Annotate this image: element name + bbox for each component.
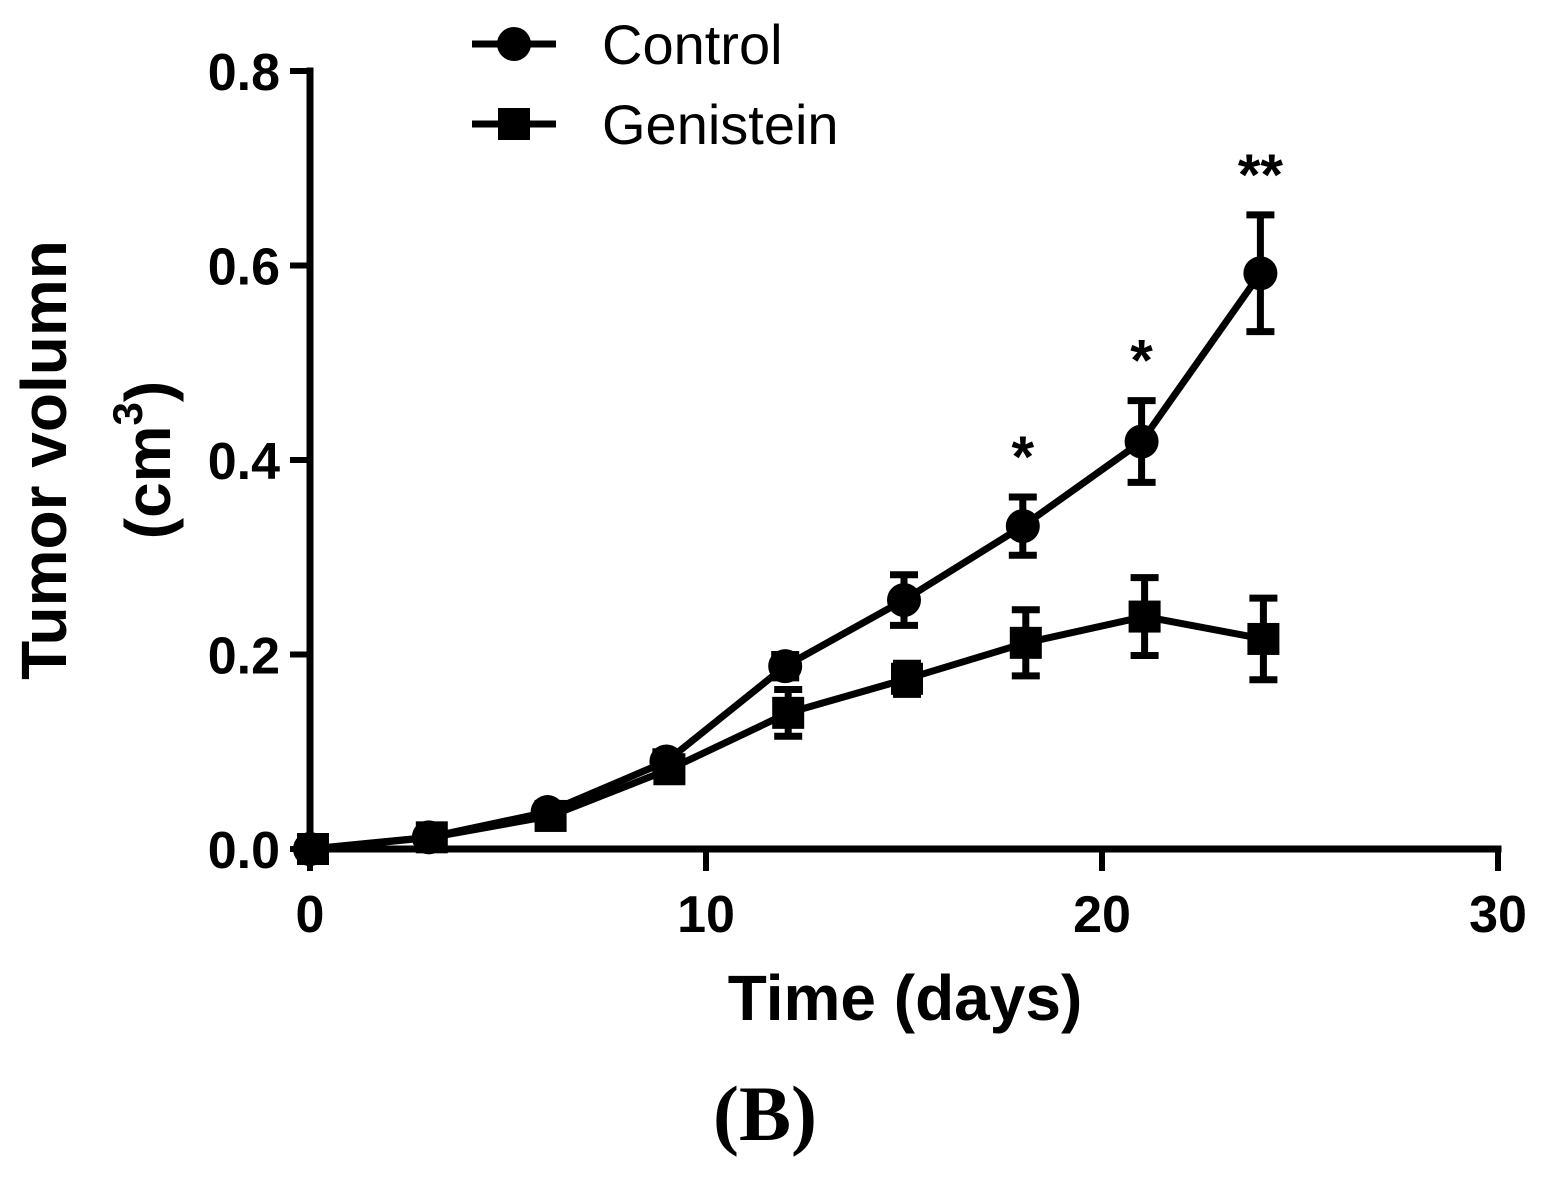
series-line-control (309, 271, 1264, 853)
x-tick-label: 20 (1073, 886, 1131, 944)
series-genistein (297, 574, 1280, 865)
significance-annotation: * (1012, 425, 1035, 490)
legend-label: Genistein (602, 93, 839, 156)
series-control (293, 211, 1278, 866)
y-tick-label: 0.6 (208, 239, 280, 297)
y-tick-label: 0.2 (208, 628, 280, 686)
legend-marker-square (498, 108, 530, 140)
data-point-square (1128, 600, 1161, 633)
legend-item-control: Control (472, 13, 783, 76)
x-axis-title: Time (days) (728, 962, 1083, 1034)
data-point-square (534, 799, 567, 832)
x-tick-label: 0 (296, 886, 325, 944)
y-tick-label: 0.8 (208, 44, 280, 102)
y-axis-unit: (cm3) (104, 381, 184, 539)
data-point-square (891, 662, 923, 695)
data-point-circle (1243, 256, 1278, 291)
legend-marker-circle (497, 27, 531, 61)
legend-label: Control (602, 13, 783, 76)
y-axis-unit-superscript: 3 (104, 402, 151, 425)
legend: Control Genistein (472, 13, 839, 156)
significance-annotation: * (1130, 329, 1153, 394)
legend-item-genistein: Genistein (472, 93, 839, 156)
svg-text:(cm3): (cm3) (104, 381, 184, 539)
data-point-square (297, 833, 329, 865)
data-point-square (772, 696, 805, 729)
data-point-square (653, 753, 686, 786)
y-axis-unit-suffix: ) (112, 381, 184, 402)
data-point-circle (887, 583, 921, 618)
data-point-square (415, 821, 448, 854)
data-point-circle (1124, 424, 1159, 459)
data-point-square (1247, 622, 1280, 655)
y-axis-title-line1: Tumor volumn (8, 240, 80, 680)
y-tick-label: 0.0 (208, 822, 280, 880)
y-tick-label: 0.4 (208, 433, 280, 491)
data-point-square (1009, 626, 1042, 659)
y-axis-unit-prefix: (cm (112, 425, 184, 539)
panel-label: (B) (713, 1070, 817, 1157)
data-point-circle (768, 649, 803, 684)
significance-annotation: ** (1238, 143, 1284, 208)
axes: 0.0 0.2 0.4 0.6 0.8 0 10 20 30 (208, 44, 1527, 944)
x-tick-label: 30 (1469, 886, 1527, 944)
x-tick-label: 10 (677, 886, 735, 944)
plot-area: **** (293, 143, 1283, 866)
data-point-circle (1005, 509, 1040, 544)
y-axis-title: Tumor volumn (8, 240, 80, 680)
